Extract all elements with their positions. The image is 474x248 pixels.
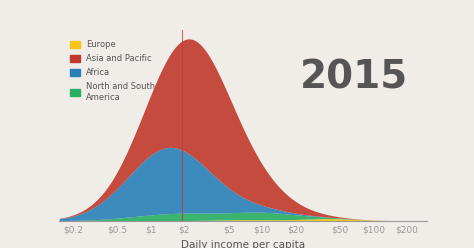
Text: 2015: 2015: [300, 59, 408, 96]
Legend: Europe, Asia and Pacific, Africa, North and South
America: Europe, Asia and Pacific, Africa, North …: [67, 38, 158, 104]
X-axis label: Daily income per capita
(in international-$ in 2011 prices; log axis): Daily income per capita (in internationa…: [132, 240, 354, 248]
